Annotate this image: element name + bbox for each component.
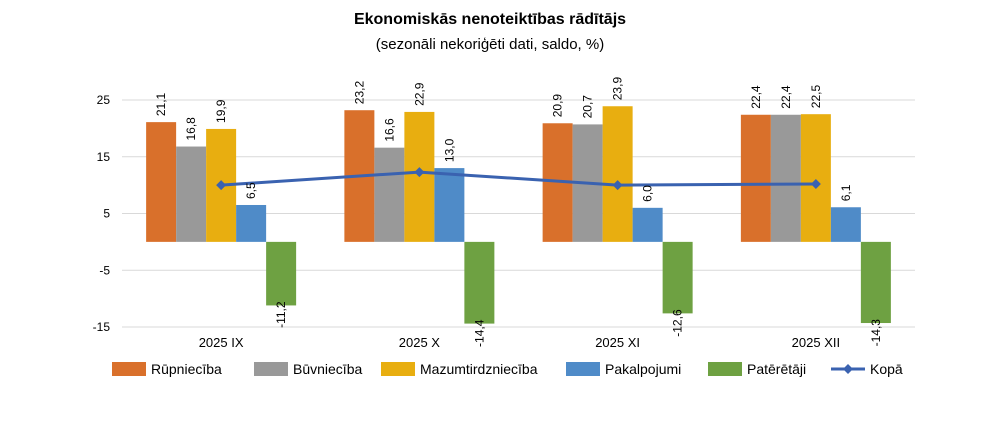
bar [434, 168, 465, 242]
bar [800, 114, 831, 242]
legend-swatch [254, 362, 288, 376]
chart-title: Ekonomiskās nenoteiktības rādītājs [354, 11, 626, 28]
legend-label: Kopā [870, 361, 903, 377]
data-label: 21,1 [154, 92, 168, 116]
data-label: 20,9 [551, 94, 565, 118]
data-label: 22,4 [749, 85, 763, 109]
data-label: 22,9 [412, 82, 426, 106]
x-axis-categories: 2025 IX 2025 X 2025 XI 2025 XII [199, 335, 840, 350]
data-label: -14,3 [869, 319, 883, 347]
legend-swatch [566, 362, 600, 376]
total-line-path [221, 170, 816, 187]
data-labels: 21,1 23,2 20,9 22,4 16,8 16,6 20,7 22,4 19,9 22,9… [154, 77, 883, 347]
bar [146, 122, 177, 242]
total-line-marker [612, 180, 623, 191]
total-line-marker [216, 180, 227, 191]
x-category-label: 2025 XI [595, 335, 640, 350]
total-line [216, 167, 821, 191]
bar [770, 114, 801, 242]
bar [464, 241, 495, 324]
x-category-label: 2025 X [399, 335, 441, 350]
legend-label: Pakalpojumi [605, 361, 681, 377]
legend-swatch [708, 362, 742, 376]
chart-subtitle: (sezonāli nekoriģēti dati, saldo, %) [376, 36, 604, 53]
data-label: 22,5 [809, 85, 823, 109]
data-label: 20,7 [581, 95, 595, 119]
data-label: 6,0 [641, 185, 655, 202]
y-tick-label: 25 [97, 93, 111, 107]
bar [374, 147, 405, 242]
x-category-label: 2025 IX [199, 335, 244, 350]
legend-label: Rūpniecība [151, 361, 222, 377]
data-label: 16,6 [382, 118, 396, 142]
bar [632, 207, 663, 242]
y-tick-label: 15 [97, 150, 111, 164]
total-line-marker [810, 178, 821, 189]
legend-line-marker [843, 364, 853, 374]
y-tick-label: 5 [103, 207, 110, 221]
bars [146, 106, 891, 324]
data-label: 22,4 [779, 85, 793, 109]
data-label: -12,6 [671, 309, 685, 337]
legend-label: Būvniecība [293, 361, 362, 377]
data-label: 6,1 [839, 184, 853, 201]
total-line-marker [414, 167, 425, 178]
bar [830, 207, 861, 242]
bar [176, 146, 207, 242]
y-tick-label: -5 [99, 263, 110, 277]
legend-swatch [112, 362, 146, 376]
y-tick-label: -15 [93, 320, 111, 334]
y-axis-ticks: 25 15 5 -5 -15 [93, 93, 111, 334]
x-category-label: 2025 XII [792, 335, 840, 350]
bar [236, 204, 267, 242]
data-label: 23,2 [352, 81, 366, 105]
data-label: 23,9 [611, 77, 625, 101]
data-label: 13,0 [442, 138, 456, 162]
bar [266, 241, 297, 306]
data-label: -14,4 [472, 319, 486, 347]
data-label: 16,8 [184, 117, 198, 141]
bar [860, 241, 891, 324]
legend: Rūpniecība Būvniecība Mazumtirdzniecība Pak… [112, 361, 903, 377]
legend-swatch [381, 362, 415, 376]
data-label: 6,5 [244, 182, 258, 199]
legend-label: Patērētāji [747, 361, 806, 377]
data-label: -11,2 [274, 301, 288, 328]
bar [740, 114, 771, 242]
legend-label: Mazumtirdzniecība [420, 361, 538, 377]
bar [662, 241, 693, 314]
bar [602, 106, 633, 242]
data-label: 19,9 [214, 99, 228, 123]
